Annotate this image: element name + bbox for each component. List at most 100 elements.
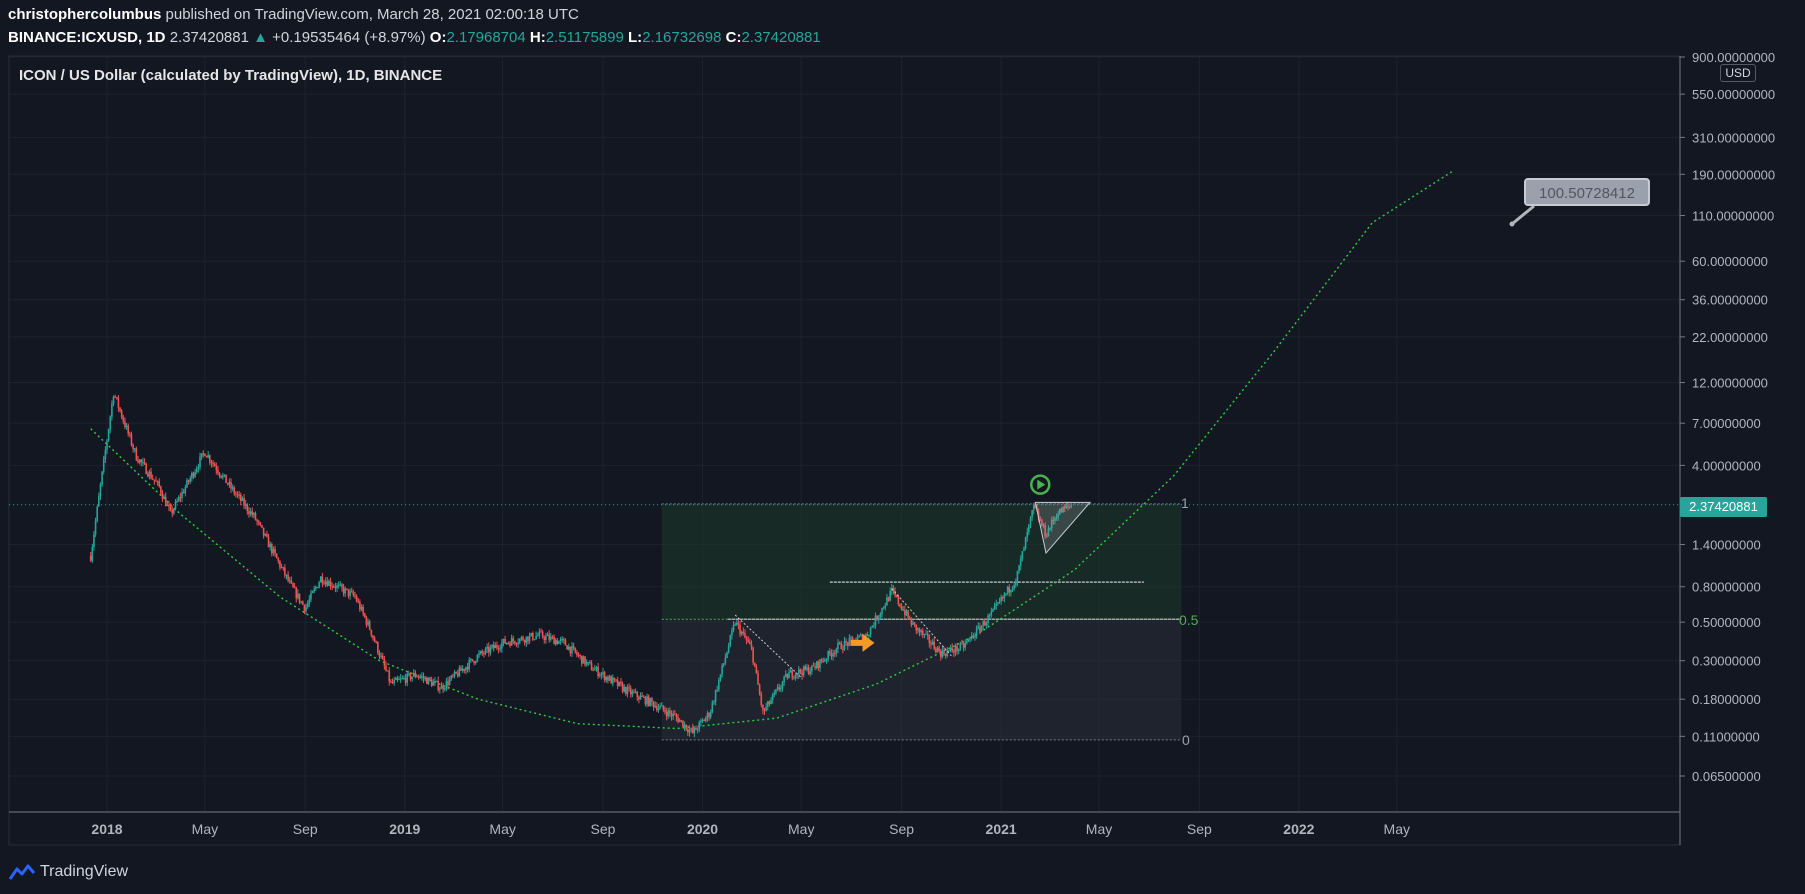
candle-body bbox=[207, 455, 209, 458]
candle-body bbox=[667, 710, 670, 717]
candle-body bbox=[827, 650, 829, 660]
candle-body bbox=[936, 647, 939, 653]
candle-body bbox=[365, 617, 368, 625]
author-name[interactable]: christophercolumbus bbox=[8, 6, 162, 23]
candle-body bbox=[181, 491, 183, 498]
candle-body bbox=[719, 674, 722, 680]
candle-body bbox=[385, 665, 387, 671]
ohlc-bar: BINANCE:ICXUSD, 1D 2.37420881 ▲ +0.19535… bbox=[8, 29, 821, 46]
candle-body bbox=[610, 676, 612, 684]
candle-body bbox=[1021, 551, 1024, 559]
candle-body bbox=[600, 673, 603, 676]
candle-body bbox=[212, 463, 214, 465]
candle-body bbox=[625, 686, 627, 694]
candle-body bbox=[156, 481, 159, 483]
candle-body bbox=[254, 513, 257, 520]
candle-body bbox=[93, 534, 95, 548]
candle-body bbox=[669, 710, 671, 714]
candle-body bbox=[585, 662, 588, 665]
candle-body bbox=[507, 642, 510, 644]
drawings[interactable] bbox=[734, 204, 1535, 678]
price-callout[interactable]: 100.50728412 bbox=[1524, 178, 1650, 206]
currency-badge[interactable]: USD bbox=[1720, 64, 1756, 82]
candle-body bbox=[866, 634, 869, 637]
candle-body bbox=[362, 606, 364, 614]
candle-body bbox=[1063, 507, 1066, 509]
candle-body bbox=[1032, 504, 1035, 511]
candle-body bbox=[582, 656, 585, 664]
candle-body bbox=[104, 450, 107, 459]
candle-body bbox=[817, 661, 820, 669]
candle-body bbox=[222, 475, 224, 478]
candle-body bbox=[520, 637, 523, 639]
candle-body bbox=[656, 705, 658, 711]
time-axis[interactable]: 2018 May Sep 2019 May Sep 2020 May Sep 2021 May Sep… bbox=[91, 821, 1410, 837]
candle-body bbox=[569, 646, 572, 654]
candle-body bbox=[918, 628, 921, 633]
candle-body bbox=[566, 645, 568, 650]
candle-body bbox=[297, 593, 299, 599]
candle-body bbox=[171, 509, 174, 514]
candle-body bbox=[140, 459, 143, 463]
candle-body bbox=[1005, 593, 1007, 595]
x-tick-label: May bbox=[489, 821, 515, 837]
candle-body bbox=[913, 622, 916, 625]
candle-body bbox=[398, 679, 400, 681]
y-tick-label: 0.50000000 bbox=[1692, 615, 1761, 630]
candle-body bbox=[874, 615, 877, 626]
candle-body bbox=[430, 680, 433, 686]
candle-body bbox=[685, 724, 688, 730]
candle-body bbox=[794, 674, 797, 678]
candle-body bbox=[499, 648, 502, 650]
candle-body bbox=[363, 613, 366, 618]
candle-body bbox=[341, 584, 343, 588]
candle-body bbox=[732, 625, 735, 631]
candle-body bbox=[716, 689, 719, 691]
candle-body bbox=[868, 634, 870, 637]
candle-body bbox=[953, 651, 955, 653]
candle-body bbox=[714, 690, 717, 702]
candle-body bbox=[199, 456, 201, 468]
candle-body bbox=[257, 521, 260, 523]
candle-body bbox=[546, 634, 549, 637]
candle-body bbox=[174, 501, 177, 509]
candle-body bbox=[215, 466, 218, 471]
candle-body bbox=[182, 491, 185, 493]
candle-body bbox=[1024, 537, 1027, 549]
y-tick-label: 0.11000000 bbox=[1692, 729, 1760, 744]
candle-body bbox=[324, 581, 327, 584]
candle-body bbox=[381, 655, 384, 660]
candle-body bbox=[151, 478, 154, 480]
candle-body bbox=[541, 631, 544, 638]
triangle-pattern bbox=[1034, 501, 1092, 555]
candle-body bbox=[752, 647, 754, 663]
candle-body bbox=[895, 595, 898, 597]
candle-body bbox=[425, 677, 428, 684]
candle-body bbox=[179, 497, 182, 499]
footer-brand[interactable]: TradingView bbox=[8, 861, 128, 883]
candle-body bbox=[737, 622, 740, 625]
candle-body bbox=[620, 681, 622, 684]
candle-body bbox=[274, 548, 276, 554]
candle-body bbox=[833, 653, 836, 655]
candle-body bbox=[455, 671, 457, 674]
candle-body bbox=[956, 645, 958, 652]
candle-body bbox=[523, 640, 526, 643]
candle-body bbox=[904, 609, 906, 616]
candle-body bbox=[525, 636, 528, 643]
candle-body bbox=[698, 722, 701, 730]
candle-body bbox=[336, 585, 338, 589]
price-axis[interactable]: 900.00000000 550.00000000 310.00000000 190.… bbox=[1680, 50, 1775, 784]
candle-body bbox=[946, 650, 949, 656]
candle-body bbox=[869, 627, 872, 635]
candle-body bbox=[401, 678, 404, 680]
candle-body bbox=[954, 645, 957, 653]
candle-body bbox=[391, 682, 394, 684]
candle-body bbox=[890, 588, 893, 591]
candle-body bbox=[985, 623, 988, 626]
candle-body bbox=[96, 506, 99, 521]
candle-body bbox=[308, 599, 311, 604]
horizontal-lines[interactable] bbox=[727, 581, 1182, 620]
candle-body bbox=[533, 639, 536, 641]
